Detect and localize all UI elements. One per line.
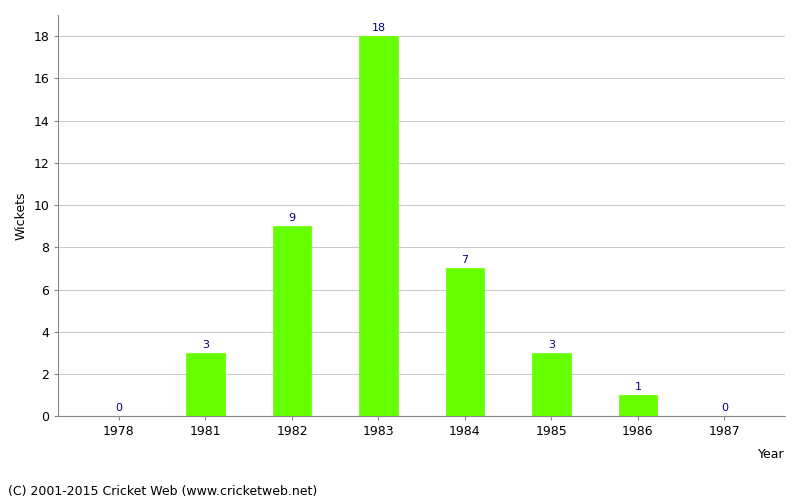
Bar xyxy=(186,353,225,416)
Text: Year: Year xyxy=(758,448,785,462)
Y-axis label: Wickets: Wickets xyxy=(15,192,28,240)
Text: 9: 9 xyxy=(289,213,295,223)
Bar xyxy=(446,268,485,416)
Text: 3: 3 xyxy=(202,340,209,349)
Text: 1: 1 xyxy=(634,382,642,392)
Bar xyxy=(532,353,571,416)
Text: (C) 2001-2015 Cricket Web (www.cricketweb.net): (C) 2001-2015 Cricket Web (www.cricketwe… xyxy=(8,485,318,498)
Text: 7: 7 xyxy=(462,255,469,265)
Text: 3: 3 xyxy=(548,340,555,349)
Text: 18: 18 xyxy=(371,23,386,33)
Bar xyxy=(273,226,311,416)
Text: 0: 0 xyxy=(115,403,122,413)
Bar xyxy=(359,36,398,416)
Bar xyxy=(618,395,658,416)
Text: 0: 0 xyxy=(721,403,728,413)
